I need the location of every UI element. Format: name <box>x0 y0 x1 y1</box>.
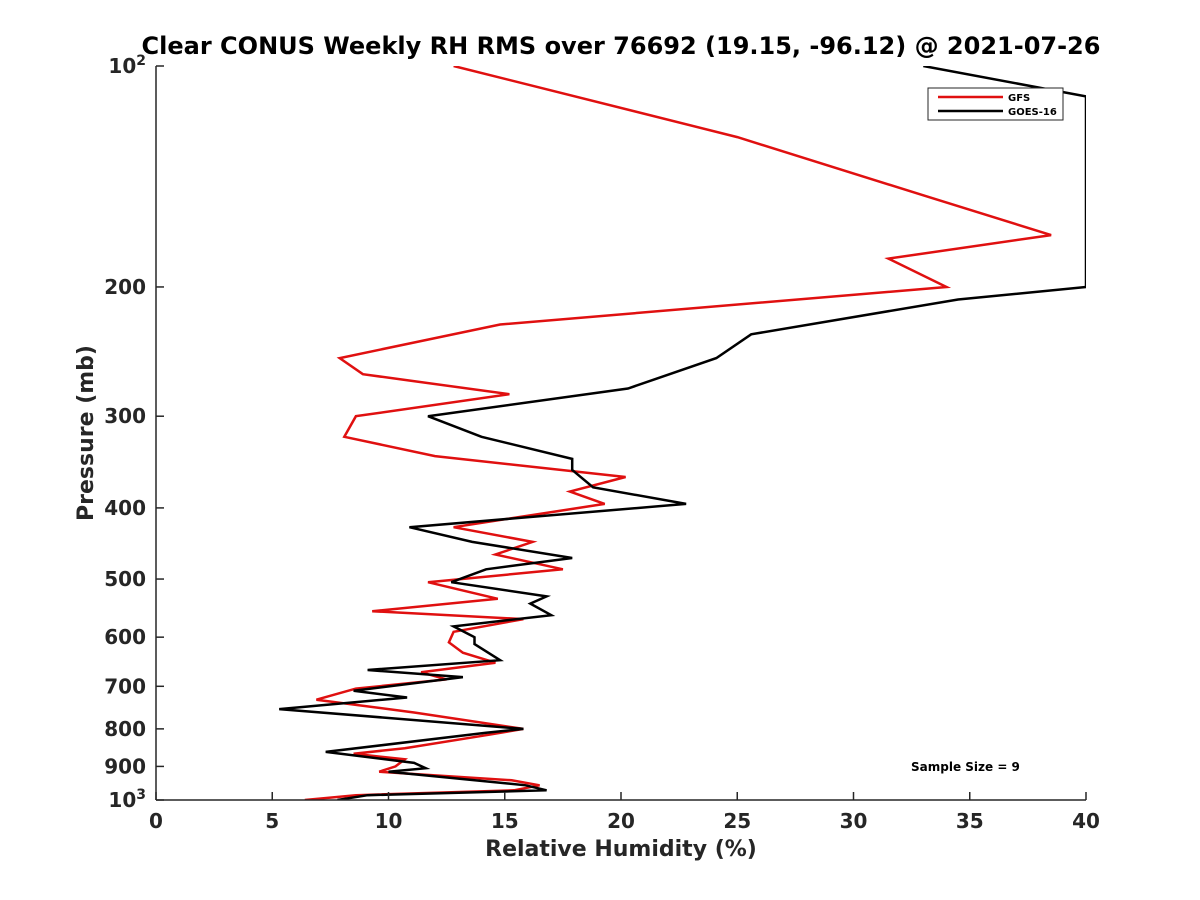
y-ticks: 102 200 300 400 500 600 700 800 900 103 <box>104 53 164 812</box>
sample-size-annotation: Sample Size = 9 <box>911 760 1020 774</box>
series-line-goes-16 <box>279 66 1086 800</box>
y-tick-label: 400 <box>104 496 146 520</box>
series-layer <box>279 66 1086 800</box>
legend-box <box>927 87 1064 121</box>
x-ticks: 0 5 10 15 20 25 30 35 40 <box>149 792 1100 833</box>
x-tick-label: 20 <box>607 809 635 833</box>
y-tick-label: 800 <box>104 717 146 741</box>
y-tick-label: 700 <box>104 674 146 698</box>
axes <box>155 66 1086 801</box>
y-tick-label: 900 <box>104 754 146 778</box>
y-tick-label: 103 <box>108 787 146 812</box>
x-tick-label: 10 <box>375 809 403 833</box>
y-tick-label: 600 <box>104 625 146 649</box>
x-tick-label: 5 <box>265 809 279 833</box>
x-tick-label: 15 <box>491 809 519 833</box>
chart-title: Clear CONUS Weekly RH RMS over 76692 (19… <box>142 32 1101 60</box>
x-tick-label: 40 <box>1072 809 1100 833</box>
legend-label-gfs: GFS <box>1008 93 1030 104</box>
x-tick-label: 25 <box>723 809 751 833</box>
y-tick-label: 102 <box>108 53 146 78</box>
series-line-gfs <box>304 66 1052 800</box>
legend: GFS GOES-16 <box>927 87 1064 121</box>
x-axis-title: Relative Humidity (%) <box>485 837 757 862</box>
legend-label-goes-16: GOES-16 <box>1008 107 1057 118</box>
x-tick-label: 0 <box>149 809 163 833</box>
y-tick-label: 300 <box>104 404 146 428</box>
y-tick-label: 200 <box>104 275 146 299</box>
x-tick-label: 35 <box>956 809 984 833</box>
y-tick-label: 500 <box>104 567 146 591</box>
x-tick-label: 30 <box>840 809 868 833</box>
y-axis-title: Pressure (mb) <box>74 345 99 521</box>
